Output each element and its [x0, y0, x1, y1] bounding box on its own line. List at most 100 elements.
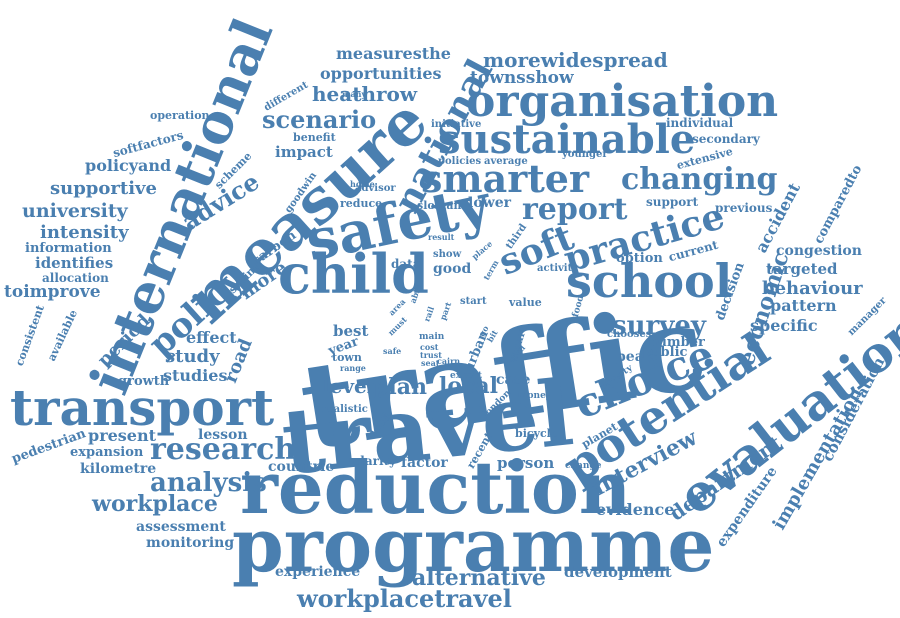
word-cloud-word: individual: [666, 116, 734, 130]
word-cloud-word: local: [439, 373, 499, 399]
word-cloud-word: effect: [186, 328, 237, 347]
word-cloud-word: reduction: [240, 445, 632, 530]
word-cloud-word: bicycle: [515, 427, 558, 440]
word-cloud-word: advisor: [355, 183, 396, 194]
word-cloud-word: congestion: [776, 243, 862, 259]
word-cloud-word: targeted: [766, 260, 838, 278]
word-cloud-word: toimprove: [4, 282, 101, 302]
word-cloud-word: information: [25, 241, 112, 256]
word-cloud-word: operation: [150, 109, 210, 122]
word-cloud-word: report: [522, 192, 628, 227]
word-cloud-word: kilometre: [80, 461, 157, 477]
word-cloud-word: changing: [621, 162, 778, 197]
word-cloud-word: chooses: [607, 329, 652, 340]
word-cloud-word: policyand: [85, 156, 172, 175]
word-cloud-word: trust: [420, 350, 442, 360]
word-cloud-word: smarter: [421, 156, 589, 201]
word-cloud-word: impact: [275, 143, 333, 161]
word-cloud-word: alternative: [412, 565, 546, 591]
word-cloud-word: intensity: [40, 222, 129, 243]
word-cloud-word: opportunities: [320, 64, 442, 83]
word-cloud-word: secondary: [692, 132, 760, 146]
word-cloud-word: best: [333, 322, 369, 340]
word-cloud-word: morewidespread: [483, 48, 668, 72]
word-cloud-word: programme: [232, 503, 715, 589]
word-cloud-word: safe: [383, 346, 402, 356]
word-cloud-word: scenario: [262, 105, 377, 134]
word-cloud-word: show: [433, 249, 462, 260]
word-cloud-word: home: [350, 179, 375, 189]
word-cloud-word: many: [342, 89, 367, 99]
word-cloud-word: town: [332, 351, 362, 364]
word-cloud-word: survey: [612, 311, 706, 341]
word-cloud-word: specific: [750, 316, 818, 335]
word-cloud-word: money: [518, 391, 552, 401]
word-cloud-word: lesson: [198, 427, 248, 443]
word-cloud-word: workplacetravel: [297, 584, 512, 613]
word-cloud-word: initiative: [431, 119, 482, 130]
word-cloud-word: change: [565, 461, 602, 471]
word-cloud-word: main: [419, 332, 445, 342]
word-cloud-word: cairn: [437, 356, 461, 366]
word-cloud-word: comparedto: [811, 162, 866, 247]
word-cloud-word: research: [150, 432, 297, 467]
word-cloud-word: transport: [10, 378, 275, 437]
word-cloud-word: studies: [163, 366, 228, 385]
word-cloud-word: place: [469, 238, 495, 262]
word-cloud-word: sustainable: [438, 116, 696, 163]
word-cloud-word: heathrow: [312, 82, 418, 106]
word-cloud-word: evidence: [596, 500, 675, 519]
word-cloud-word: plan: [373, 374, 427, 400]
word-cloud-word: realistic: [322, 404, 368, 415]
word-cloud-word: benefit: [293, 131, 336, 144]
word-cloud-word: good: [433, 261, 472, 277]
word-cloud-word: case: [496, 372, 531, 388]
word-cloud-word: pattern: [770, 296, 837, 315]
word-cloud-word: activity: [537, 263, 579, 274]
word-cloud-word: supportive: [50, 178, 157, 199]
word-cloud-word: reduce: [340, 197, 383, 210]
word-cloud-word: seat: [421, 358, 440, 368]
word-cloud-word: policies: [438, 156, 482, 167]
word-cloud-word: growth: [118, 374, 170, 389]
word-cloud-word: expert: [450, 371, 483, 381]
word-cloud-word: result: [428, 232, 455, 242]
word-cloud-word: measuresthe: [336, 44, 451, 63]
word-cloud-word: range: [340, 363, 366, 373]
word-cloud-word: support: [646, 195, 699, 209]
word-cloud-word: experience: [275, 564, 361, 580]
word-cloud-word: average: [484, 156, 528, 167]
word-cloud-word: person: [497, 454, 555, 472]
word-cloud-word: level: [322, 374, 375, 398]
word-cloud-word: behaviour: [762, 278, 863, 299]
word-cloud-word: cost: [420, 342, 439, 352]
word-cloud-word: assessment: [136, 519, 226, 535]
word-cloud-word: townsshow: [470, 68, 574, 88]
word-cloud-word: school: [566, 254, 733, 308]
word-cloud-word: allocation: [42, 271, 109, 285]
word-cloud-word: number: [648, 335, 705, 350]
word-cloud-word: sloman: [417, 199, 462, 212]
word-cloud-word: younger: [562, 149, 608, 160]
word-cloud-word: analysis: [150, 468, 267, 498]
word-cloud-word: expansion: [70, 445, 144, 460]
word-cloud-word: lower: [468, 195, 511, 211]
word-cloud-word: identifies: [35, 254, 114, 272]
word-cloud-word: factor: [401, 455, 448, 471]
word-cloud-word: clarity: [353, 454, 397, 468]
word-cloud-word: monitoring: [146, 535, 235, 551]
word-cloud-word: peak: [616, 349, 654, 365]
word-cloud-word: option: [616, 251, 663, 266]
word-cloud-word: development: [564, 563, 672, 581]
word-cloud-word: data: [391, 257, 421, 271]
word-cloud-word: previous: [715, 201, 773, 215]
word-cloud-word: countrie: [268, 459, 335, 475]
word-cloud-word: start: [460, 296, 487, 307]
word-cloud-word: available: [44, 307, 81, 364]
word-cloud-word: value: [509, 296, 542, 309]
word-cloud-word: public: [642, 345, 688, 360]
word-cloud-word: term: [481, 258, 501, 282]
word-cloud-word: present: [88, 426, 157, 445]
word-cloud-word: study: [165, 346, 220, 367]
